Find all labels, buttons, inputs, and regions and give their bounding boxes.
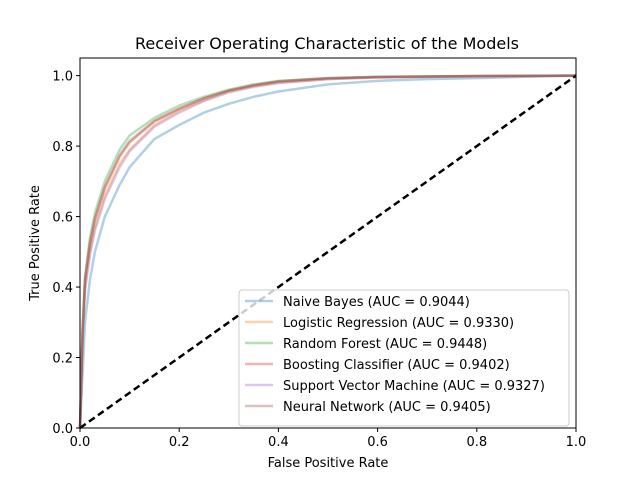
chart-title: Receiver Operating Characteristic of the… (135, 34, 519, 53)
x-tick-label: 0.6 (367, 435, 388, 450)
y-axis-ticks: 0.0 0.2 0.4 0.6 0.8 1.0 (52, 70, 80, 437)
legend-label-support-vector-machine: Support Vector Machine (AUC = 0.9327) (283, 379, 545, 394)
y-tick-label: 0.2 (52, 352, 73, 367)
legend-label-naive-bayes: Naive Bayes (AUC = 0.9044) (283, 295, 470, 310)
roc-curve-support-vector-machine (78, 74, 577, 429)
legend-label-random-forest: Random Forest (AUC = 0.9448) (283, 337, 487, 352)
roc-curve-neural-network (78, 74, 577, 429)
legend-label-boosting-classifier: Boosting Classifier (AUC = 0.9402) (283, 358, 510, 373)
x-tick-label: 0.2 (169, 435, 190, 450)
x-tick-label: 1.0 (566, 435, 587, 450)
y-tick-label: 0.0 (52, 422, 73, 437)
roc-curve-logistic-regression (78, 74, 577, 429)
x-axis-label: False Positive Rate (268, 456, 389, 471)
legend: Naive Bayes (AUC = 0.9044) Logistic Regre… (238, 289, 570, 427)
plot-area-frame (79, 57, 577, 429)
legend-label-logistic-regression: Logistic Regression (AUC = 0.9330) (283, 316, 514, 331)
y-tick-label: 1.0 (52, 70, 73, 85)
legend-box (238, 289, 570, 427)
chance-diagonal-line (79, 74, 577, 430)
roc-curve-naive-bayes (78, 74, 577, 429)
x-tick-label: 0.0 (70, 435, 91, 450)
roc-curves (78, 74, 577, 429)
y-tick-label: 0.8 (52, 140, 73, 155)
x-tick-label: 0.8 (466, 435, 487, 450)
x-tick-label: 0.4 (268, 435, 289, 450)
y-tick-label: 0.6 (52, 211, 73, 226)
x-axis-ticks: 0.0 0.2 0.4 0.6 0.8 1.0 (70, 428, 587, 450)
roc-curve-random-forest (78, 74, 577, 429)
y-axis-label: True Positive Rate (28, 185, 43, 302)
roc-curve-boosting-classifier (78, 74, 577, 429)
legend-label-neural-network: Neural Network (AUC = 0.9405) (283, 400, 491, 415)
y-tick-label: 0.4 (52, 281, 73, 296)
